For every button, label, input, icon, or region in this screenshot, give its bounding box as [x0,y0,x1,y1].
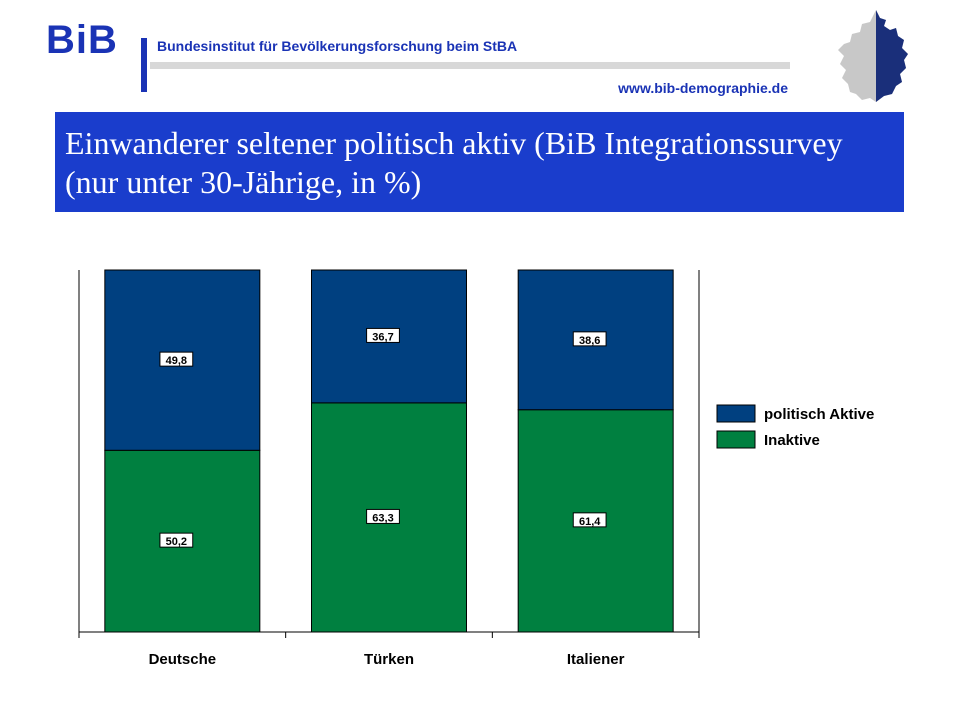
x-tick-label: Türken [364,651,414,668]
data-label-box [572,331,607,347]
legend-swatch [716,430,756,449]
x-tick-label: Italiener [567,651,625,668]
title-banner: Einwanderer seltener politisch aktiv (Bi… [55,112,904,212]
data-label: 38,6 [579,335,600,347]
data-label-box [159,532,194,548]
germany-map-icon [838,10,908,102]
data-label: 50,2 [166,536,187,548]
legend-swatch [716,404,756,423]
data-label: 49,8 [166,355,187,367]
legend-label: politisch Aktive [764,406,874,423]
data-label-box [572,512,607,528]
data-label-box [366,327,400,343]
data-label-box [159,351,194,367]
data-label: 63,3 [372,512,393,524]
bib-logo: BiB [46,18,118,62]
data-label: 61,4 [579,516,601,528]
organization-name: Bundesinstitut für Bevölkerungsforschung… [157,38,518,54]
website-link[interactable]: www.bib-demographie.de [618,80,788,96]
header-rule [150,62,790,69]
legend-label: Inaktive [764,432,820,449]
chart-title: Einwanderer seltener politisch aktiv (Bi… [65,125,843,200]
data-label: 36,7 [372,331,393,343]
data-label-box [366,508,400,524]
logo-divider [141,38,147,92]
x-tick-label: Deutsche [149,651,217,668]
